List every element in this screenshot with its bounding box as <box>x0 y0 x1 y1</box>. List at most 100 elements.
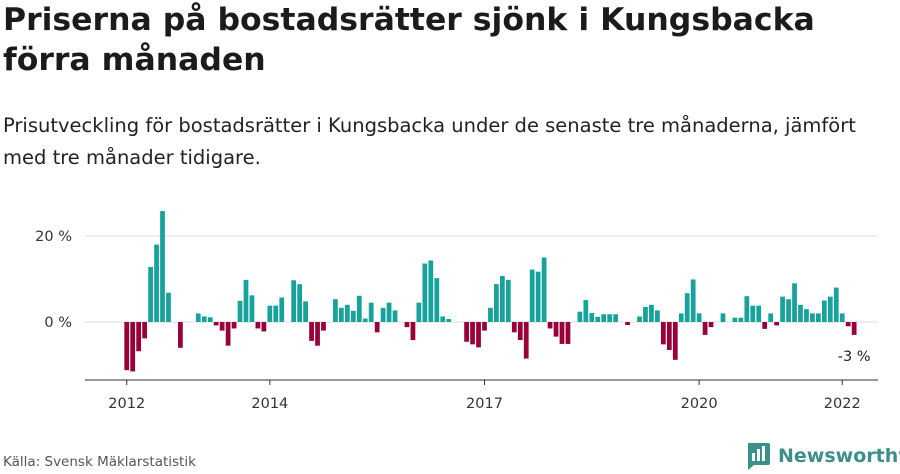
bar <box>732 317 738 322</box>
bar <box>810 313 815 322</box>
bar <box>845 322 851 327</box>
bar <box>243 279 249 322</box>
bar <box>577 311 583 322</box>
x-axis: 2012 2014 2017 2020 2022 <box>85 379 878 412</box>
bar <box>666 322 672 350</box>
bar <box>219 322 225 331</box>
bar <box>655 310 660 322</box>
bar <box>565 322 571 344</box>
labels: -3 % <box>838 349 871 365</box>
y-tick-label: 20 % <box>35 229 72 245</box>
bar <box>237 300 243 322</box>
bar <box>786 299 791 322</box>
bar <box>774 322 780 326</box>
newsworthy-logo[interactable]: Newsworthy <box>745 441 900 471</box>
y-tick-label: 0 % <box>44 315 72 331</box>
bar <box>350 310 356 322</box>
bar <box>684 293 690 322</box>
bar <box>195 313 201 322</box>
bar <box>756 305 762 322</box>
brand-name: Newsworthy <box>778 445 900 467</box>
bar <box>643 306 648 322</box>
bar <box>136 322 142 352</box>
bar <box>178 322 183 348</box>
bar <box>291 280 297 322</box>
bar <box>124 322 130 371</box>
bars <box>124 211 857 372</box>
newsworthy-logo-icon <box>748 443 770 470</box>
bar <box>696 313 702 322</box>
bar <box>798 304 803 322</box>
bar <box>464 322 469 342</box>
bar <box>231 322 237 329</box>
bar <box>839 313 845 322</box>
bar <box>833 287 839 322</box>
bar <box>279 297 285 322</box>
bar <box>678 313 684 322</box>
bar <box>583 300 589 322</box>
bar <box>309 322 314 341</box>
bar <box>267 305 273 322</box>
bar <box>505 279 511 322</box>
bar <box>428 260 434 322</box>
bar <box>380 307 386 322</box>
x-tick-label: 2012 <box>108 396 145 412</box>
bar <box>476 322 481 348</box>
bar <box>255 322 261 329</box>
bar <box>660 322 666 345</box>
bar <box>804 309 809 322</box>
bar <box>410 322 416 341</box>
bar <box>297 284 303 322</box>
bar <box>148 266 153 322</box>
bar <box>440 316 446 322</box>
bar <box>541 257 547 322</box>
bar <box>446 318 452 322</box>
bar <box>321 322 326 331</box>
bar <box>637 316 642 322</box>
bar <box>201 316 207 322</box>
bar <box>368 302 374 322</box>
bar <box>589 312 595 322</box>
bar <box>625 322 630 326</box>
bar <box>595 316 601 322</box>
bar <box>142 322 147 339</box>
bar <box>535 271 541 322</box>
bar <box>333 299 338 322</box>
bar <box>792 283 797 322</box>
bar <box>523 322 529 359</box>
bar <box>392 310 398 322</box>
bar <box>130 322 136 372</box>
bar <box>690 279 696 322</box>
bar <box>362 318 368 322</box>
bar <box>225 322 231 346</box>
bar <box>303 301 308 322</box>
bar <box>213 322 219 326</box>
bar <box>261 322 267 332</box>
bar <box>559 322 565 344</box>
bar <box>613 314 619 322</box>
bar <box>768 313 774 322</box>
bar <box>601 314 607 322</box>
bar <box>207 317 213 322</box>
chart-subtitle: Prisutveckling för bostadsrätter i Kungs… <box>3 114 856 169</box>
bar <box>511 322 517 333</box>
bar <box>553 322 559 337</box>
bar <box>488 307 493 322</box>
chart-title: Priserna på bostadsrätter sjönk i Kungsb… <box>3 2 815 78</box>
bar <box>851 322 857 335</box>
bar <box>404 322 410 328</box>
bar <box>702 322 708 335</box>
bar <box>249 295 255 322</box>
x-tick-label: 2022 <box>824 396 861 412</box>
bar <box>273 305 279 322</box>
bar <box>827 296 833 322</box>
bar <box>166 292 171 322</box>
bar <box>780 296 785 322</box>
x-tick-label: 2020 <box>681 396 718 412</box>
bar <box>762 322 768 329</box>
bar <box>356 295 362 322</box>
bar <box>315 322 320 346</box>
bar <box>547 322 553 329</box>
bar <box>738 317 744 322</box>
